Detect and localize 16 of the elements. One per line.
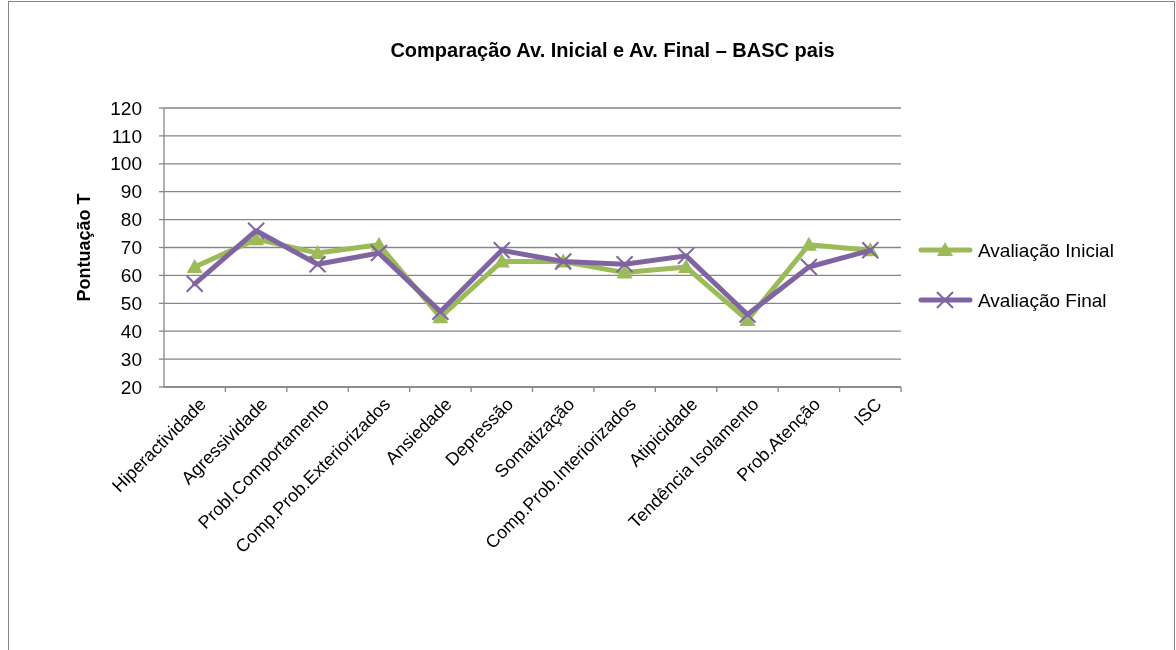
y-tick-label: 20 bbox=[120, 376, 142, 398]
y-tick-label: 40 bbox=[120, 320, 142, 342]
y-axis-title: Pontuação T bbox=[74, 193, 94, 302]
y-tick-label: 90 bbox=[120, 181, 142, 203]
chart-title: Comparação Av. Inicial e Av. Final – BASC pais bbox=[390, 39, 835, 61]
y-tick-label: 80 bbox=[120, 209, 142, 231]
y-tick-label: 110 bbox=[111, 125, 142, 147]
y-tick-label: 50 bbox=[120, 292, 142, 314]
y-tick-label: 120 bbox=[110, 97, 142, 119]
legend-label: Avaliação Inicial bbox=[978, 239, 1114, 261]
y-tick-label: 30 bbox=[120, 348, 142, 370]
legend-label: Avaliação Final bbox=[978, 289, 1107, 311]
x-tick-label: ISC bbox=[850, 394, 886, 430]
y-tick-label: 60 bbox=[120, 265, 142, 287]
y-tick-label: 100 bbox=[110, 153, 142, 175]
y-tick-label: 70 bbox=[120, 237, 142, 259]
